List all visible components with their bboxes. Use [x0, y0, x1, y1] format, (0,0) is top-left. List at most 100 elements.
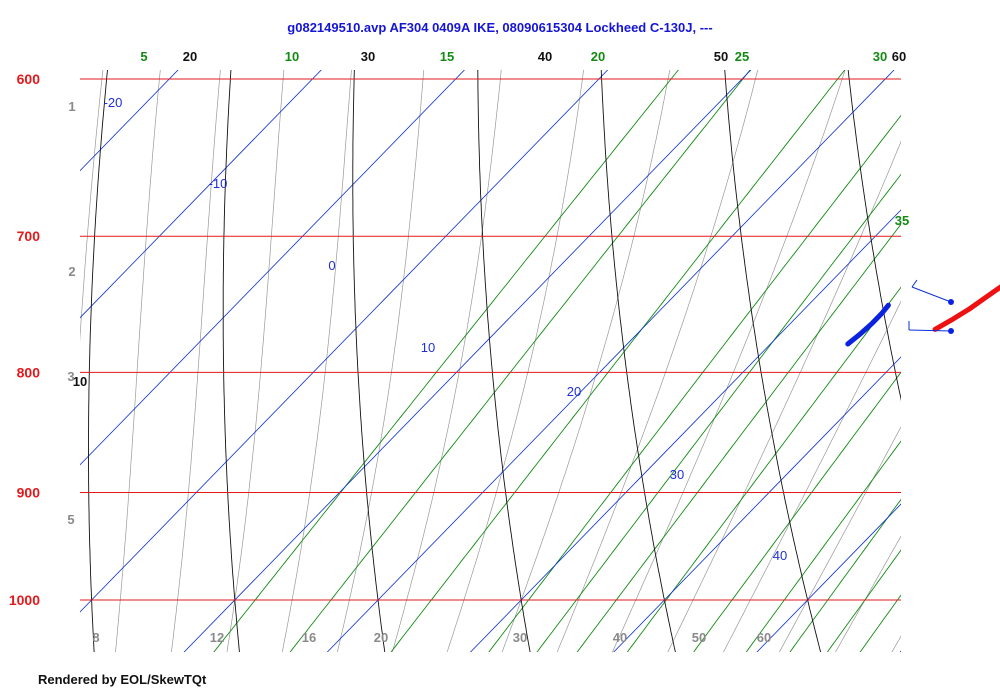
chart-title: g082149510.avp AF304 0409A IKE, 08090615… — [287, 20, 712, 35]
bottom-axis-label: 12 — [210, 630, 224, 645]
isotherm-line — [80, 70, 179, 172]
mixing-ratio-line — [826, 549, 901, 652]
mixing-ratio-label: 30 — [873, 49, 887, 64]
isotherm-label: 10 — [421, 340, 435, 355]
mixing-ratio-line — [859, 594, 901, 652]
temperature-label-top: 20 — [183, 49, 197, 64]
pressure-label: 800 — [17, 364, 41, 380]
dry-adiabat-line — [222, 70, 240, 652]
height-label: 1 — [68, 99, 75, 114]
isotherm-line — [183, 70, 752, 652]
mixing-ratio-line — [789, 498, 901, 652]
isotherm-label: -20 — [104, 95, 123, 110]
temperature-label-left: 10 — [73, 374, 87, 389]
footer-credit: Rendered by EOL/SkewTQt — [38, 672, 207, 687]
isotherm-label: 0 — [328, 258, 335, 273]
moist-adiabat-line — [556, 70, 759, 652]
dewpoint-trace — [845, 302, 891, 347]
moist-adiabat-line — [391, 70, 502, 652]
isotherm-label: 20 — [567, 384, 581, 399]
temperature-label-top: 60 — [892, 49, 906, 64]
bottom-axis-label: 50 — [692, 630, 706, 645]
moist-adiabat-line — [612, 70, 846, 652]
mixing-ratio-label: 15 — [440, 49, 454, 64]
moist-adiabat-line — [336, 70, 425, 652]
moist-adiabat-line — [80, 70, 104, 342]
bottom-axis-label: 40 — [613, 630, 627, 645]
mixing-ratio-label: 5 — [140, 49, 147, 64]
pressure-label: 700 — [17, 228, 41, 244]
isotherm-label: 30 — [670, 467, 684, 482]
mixing-ratio-line — [693, 371, 901, 652]
moist-adiabat-line — [667, 140, 901, 652]
isotherm-line — [0, 65, 40, 657]
mixing-ratio-label: 10 — [285, 49, 299, 64]
dry-adiabat-line — [847, 70, 901, 402]
height-label: 2 — [68, 264, 75, 279]
dry-adiabat-line — [477, 70, 531, 652]
pressure-label: 600 — [17, 71, 41, 87]
isotherm-line — [470, 209, 901, 652]
isotherm-line — [613, 356, 901, 652]
wind-barbs — [908, 279, 954, 334]
mixing-ratio-line — [289, 70, 751, 652]
mixing-ratio-line — [488, 114, 901, 652]
pressure-label: 900 — [17, 485, 41, 501]
mixing-ratio-label: 20 — [591, 49, 605, 64]
moist-adiabat-line — [891, 635, 901, 652]
moist-adiabat-line — [835, 535, 901, 652]
dry-adiabat-line — [88, 70, 108, 652]
temperature-trace — [932, 284, 1000, 332]
temperature-label-top: 40 — [538, 49, 552, 64]
pressure-label: 1000 — [9, 592, 40, 608]
temperature-label-top: 50 — [714, 49, 728, 64]
moist-adiabat-line — [115, 70, 161, 652]
mixing-ratio-label: 35 — [895, 213, 909, 228]
height-label: 3 — [67, 369, 74, 384]
isotherm-line — [80, 70, 465, 466]
temperature-label-top: 30 — [361, 49, 375, 64]
moist-adiabats — [2, 58, 901, 659]
bottom-axis-label: 60 — [757, 630, 771, 645]
bottom-axis-label: 30 — [513, 630, 527, 645]
isotherm-line — [80, 70, 609, 613]
wind-barb — [911, 279, 954, 305]
sounding-traces — [845, 284, 1000, 347]
height-label: 5 — [67, 512, 74, 527]
moist-adiabat-line — [2, 58, 49, 659]
moist-adiabat-line — [446, 70, 584, 652]
wind-barb — [908, 321, 954, 334]
bottom-axis-label: 16 — [302, 630, 316, 645]
mixing-ratio-label: 25 — [735, 49, 749, 64]
mixing-ratio-line — [576, 223, 901, 652]
moist-adiabat-line — [171, 70, 221, 652]
moist-adiabat-line — [226, 70, 285, 652]
dry-adiabat-line — [971, 65, 1000, 655]
isotherm-label: -10 — [209, 176, 228, 191]
isotherms — [0, 65, 901, 657]
isotherm-label: 40 — [773, 548, 787, 563]
isotherm-line — [80, 70, 322, 319]
dry-adiabat-line — [724, 70, 822, 652]
dry-adiabats — [88, 65, 1000, 655]
moist-adiabat-line — [779, 426, 901, 652]
mixing-ratio-line — [536, 173, 901, 652]
mixing-ratio-line — [626, 286, 901, 652]
dry-adiabat-line — [600, 70, 676, 652]
bottom-axis-label: 20 — [374, 630, 388, 645]
mixing-ratio-line — [745, 440, 901, 652]
isotherm-line — [756, 503, 901, 652]
dry-adiabat-line — [352, 70, 386, 652]
mixing-ratio-line — [213, 70, 679, 652]
moist-adiabat-line — [723, 300, 901, 652]
moist-adiabat-line — [281, 70, 352, 652]
moist-adiabat-line — [501, 70, 671, 652]
isobars — [80, 78, 901, 601]
mixing-ratio-lines — [213, 70, 901, 652]
isotherm-line — [326, 70, 895, 652]
mixing-ratio-line — [390, 70, 846, 652]
bottom-axis-label: 8 — [92, 630, 99, 645]
isotherm-line — [899, 650, 901, 652]
